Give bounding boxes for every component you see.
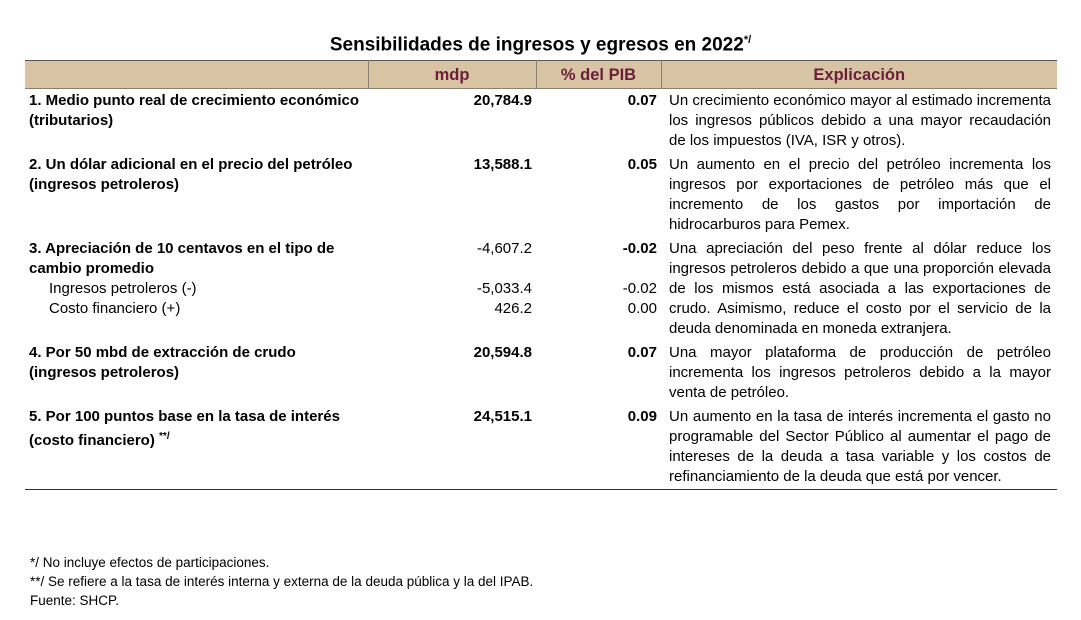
row-explicacion: Una mayor plataforma de producción de pe…	[669, 344, 1051, 401]
sensitivity-table: mdp % del PIB Explicación 1. Medio punto…	[25, 60, 1057, 490]
header-explicacion: Explicación	[660, 60, 1057, 89]
row-label: 4. Por 50 mbd de extracción de crudo (in…	[29, 344, 296, 381]
table-row: 2. Un dólar adicional en el precio del p…	[25, 153, 1057, 237]
row-label-sup: **/	[159, 431, 170, 442]
header-label	[25, 60, 369, 89]
header-row: mdp % del PIB Explicación	[25, 60, 1057, 89]
row-pib: 0.05	[627, 156, 657, 173]
row-label: 5. Por 100 puntos base en la tasa de int…	[29, 408, 340, 449]
subrow-mdp: 426.2	[494, 300, 532, 317]
footnotes: */ No incluye efectos de participaciones…	[30, 553, 533, 610]
subrow-mdp: -5,033.4	[476, 280, 532, 297]
table-row: 1. Medio punto real de crecimiento econó…	[25, 89, 1057, 154]
row-explicacion: Un aumento en el precio del petróleo inc…	[669, 156, 1051, 233]
row-mdp: -4,607.2	[476, 240, 532, 257]
row-mdp: 24,515.1	[368, 405, 536, 490]
source-note: Fuente: SHCP.	[30, 593, 120, 608]
row-pib: 0.07	[627, 92, 657, 109]
footnote: */ No incluye efectos de participaciones…	[30, 555, 270, 570]
row-pib: -0.02	[622, 240, 657, 257]
table-row: 4. Por 50 mbd de extracción de crudo (in…	[25, 341, 1057, 405]
row-label: 1. Medio punto real de crecimiento econó…	[29, 92, 360, 129]
row-mdp: 13,588.1	[473, 156, 532, 173]
table-title: Sensibilidades de ingresos y egresos en …	[329, 34, 752, 56]
row-label: 3. Apreciación de 10 centavos en el tipo…	[29, 240, 335, 277]
table-row: 5. Por 100 puntos base en la tasa de int…	[25, 405, 1057, 490]
footnote: **/ Se refiere a la tasa de interés inte…	[30, 574, 534, 589]
header-pib: % del PIB	[535, 60, 662, 89]
row-pib: 0.09	[536, 405, 661, 490]
subrow-label: Costo financiero (+)	[49, 300, 181, 317]
row-explicacion: Un aumento en la tasa de interés increme…	[661, 405, 1057, 490]
row-pib: 0.07	[627, 344, 657, 361]
subrow-label: Ingresos petroleros (-)	[49, 280, 197, 297]
subrow-pib: -0.02	[622, 280, 657, 297]
row-mdp: 20,594.8	[473, 344, 532, 361]
row-label: 2. Un dólar adicional en el precio del p…	[29, 156, 353, 193]
row-explicacion: Una apreciación del peso frente al dólar…	[669, 240, 1051, 337]
row-mdp: 20,784.9	[473, 92, 532, 109]
table-row: 3. Apreciación de 10 centavos en el tipo…	[25, 237, 1057, 341]
row-explicacion: Un crecimiento económico mayor al estima…	[669, 92, 1051, 149]
subrow-pib: 0.00	[627, 300, 657, 317]
header-mdp: mdp	[367, 60, 537, 89]
